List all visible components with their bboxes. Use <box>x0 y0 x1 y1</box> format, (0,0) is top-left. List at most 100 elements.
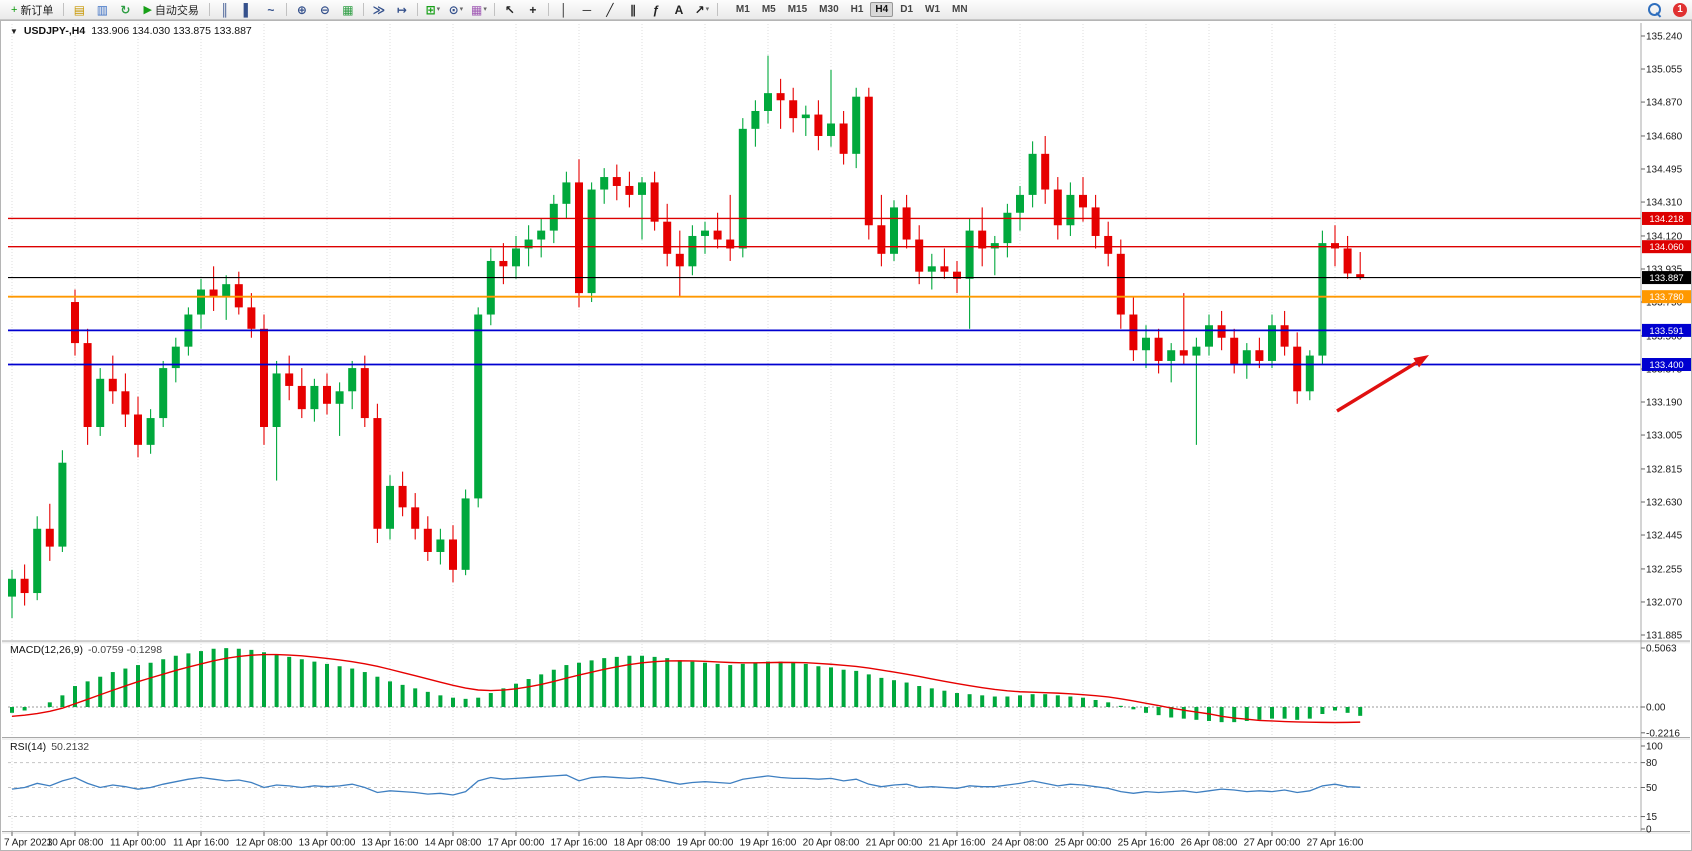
new-order-button[interactable]: + 新订单 <box>5 0 59 19</box>
price-axis[interactable]: 135.240 135.055 134.870 134.680 134.495 134.3… <box>1641 32 1683 642</box>
fibonacci-icon[interactable]: ƒ <box>645 0 667 19</box>
svg-text:17 Apr 16:00: 17 Apr 16:00 <box>551 838 608 849</box>
line-chart-icon[interactable]: ~ <box>260 0 282 19</box>
new-order-icon: + <box>11 3 18 16</box>
svg-text:133.591: 133.591 <box>1649 326 1683 337</box>
search-icon[interactable] <box>1643 0 1665 19</box>
svg-text:15: 15 <box>1646 812 1658 823</box>
notification-badge[interactable]: 1 <box>1673 2 1687 17</box>
timeframe-m30[interactable]: M30 <box>819 4 839 15</box>
toolbar-separator <box>416 3 418 16</box>
refresh-icon-glyph: ↻ <box>120 2 131 17</box>
zoom-out-icon[interactable]: ⊖ <box>314 0 336 19</box>
timeframe-m15[interactable]: M15 <box>787 4 808 15</box>
candlestick-chart-icon[interactable]: ▌ <box>237 0 259 19</box>
svg-text:18 Apr 08:00: 18 Apr 08:00 <box>614 838 671 849</box>
horizontal-line-icon[interactable]: ─ <box>576 0 598 19</box>
line-chart-icon-glyph: ~ <box>267 2 275 17</box>
auto-scroll-icon[interactable]: ≫ <box>368 0 390 19</box>
macd-values: -0.0759 -0.1298 <box>87 644 163 656</box>
auto-scroll-icon-glyph: ≫ <box>372 2 386 17</box>
svg-text:11 Apr 00:00: 11 Apr 00:00 <box>110 838 166 849</box>
vertical-line-icon-glyph: │ <box>560 2 568 17</box>
svg-text:11 Apr 16:00: 11 Apr 16:00 <box>173 838 229 849</box>
cursor-icon[interactable]: ↖ <box>499 0 521 19</box>
new-order-button-label: 新订单 <box>20 4 54 17</box>
candlesticks <box>8 55 1365 619</box>
horizontal-lines[interactable] <box>8 217 1641 366</box>
timeframe-h1[interactable]: H1 <box>850 4 864 15</box>
timeframe-mn[interactable]: MN <box>952 4 968 15</box>
svg-text:14 Apr 08:00: 14 Apr 08:00 <box>425 838 482 849</box>
rsi-indicator-label: RSI(14) 50.2132 <box>10 741 89 753</box>
collapse-icon[interactable]: ▼ <box>10 26 18 36</box>
svg-text:135.240: 135.240 <box>1646 32 1683 43</box>
symbol-label: USDJPY-,H4 <box>23 25 86 37</box>
svg-text:132.815: 132.815 <box>1646 464 1683 475</box>
templates-icon: ▦ <box>470 2 483 17</box>
trendline-icon-glyph: ╱ <box>606 2 614 17</box>
crosshair-icon[interactable]: + <box>522 0 544 19</box>
toolbar-separator <box>362 3 364 16</box>
rsi-name: RSI(14) <box>10 741 47 753</box>
svg-text:133.005: 133.005 <box>1646 431 1683 442</box>
svg-text:100: 100 <box>1646 742 1663 753</box>
timeframe-m1[interactable]: M1 <box>735 4 750 15</box>
svg-text:20 Apr 08:00: 20 Apr 08:00 <box>803 838 860 849</box>
arrows-tool-icon[interactable]: ↗ ▾ <box>691 0 713 19</box>
fibonacci-icon-glyph: ƒ <box>652 2 660 17</box>
auto-trading-button[interactable]: ▶ 自动交易 <box>137 0 204 19</box>
charts-icon[interactable]: ▥ <box>91 0 113 19</box>
chart-shift-icon-glyph: ↦ <box>396 2 407 17</box>
svg-text:132.070: 132.070 <box>1646 597 1683 608</box>
periods-button[interactable]: ⊙ ▾ <box>445 0 467 19</box>
auto-trading-button-label: 自动交易 <box>154 4 199 17</box>
timeframe-w1[interactable]: W1 <box>925 4 941 15</box>
trend-arrow[interactable] <box>1336 355 1429 413</box>
zoom-in-icon[interactable]: ⊕ <box>291 0 313 19</box>
equidistant-channel-icon[interactable]: ∥ <box>622 0 644 19</box>
svg-text:132.445: 132.445 <box>1646 531 1683 542</box>
profiles-icon[interactable]: ▤ <box>68 0 90 19</box>
svg-text:133.190: 133.190 <box>1646 398 1683 409</box>
auto-trading-icon: ▶ <box>143 4 152 16</box>
bar-chart-icon[interactable]: ║ <box>214 0 236 19</box>
toolbar-separator <box>716 3 718 16</box>
macd-name: MACD(12,26,9) <box>10 644 83 656</box>
svg-text:133.887: 133.887 <box>1649 273 1683 284</box>
toolbar-separator <box>285 3 287 16</box>
refresh-icon[interactable]: ↻ <box>114 0 136 19</box>
crosshair-icon-glyph: + <box>529 2 537 17</box>
svg-text:-0.2216: -0.2216 <box>1646 728 1680 739</box>
svg-text:50: 50 <box>1646 783 1658 794</box>
indicators-button[interactable]: ⊞ ▾ <box>422 0 444 19</box>
svg-text:27 Apr 16:00: 27 Apr 16:00 <box>1307 838 1364 849</box>
timeframe-m5[interactable]: M5 <box>761 4 776 15</box>
chevron-down-icon: ▾ <box>459 6 464 13</box>
rsi-axis: 100 80 50 15 0 <box>1641 742 1663 836</box>
chart-canvas[interactable]: 135.240 135.055 134.870 134.680 134.495 134.3… <box>0 20 1692 851</box>
vertical-line-icon[interactable]: │ <box>553 0 575 19</box>
toolbar-separator <box>493 3 495 16</box>
svg-text:134.060: 134.060 <box>1649 242 1683 253</box>
text-icon-glyph: A <box>674 2 684 17</box>
text-icon[interactable]: A <box>668 0 690 19</box>
svg-text:13 Apr 16:00: 13 Apr 16:00 <box>362 838 419 849</box>
equidistant-channel-icon-glyph: ∥ <box>629 2 636 17</box>
horizontal-line-icon-glyph: ─ <box>582 2 592 17</box>
tile-windows-icon-glyph: ▦ <box>342 2 354 17</box>
chart-shift-icon[interactable]: ↦ <box>391 0 413 19</box>
svg-text:80: 80 <box>1646 758 1658 769</box>
timeframe-d1[interactable]: D1 <box>900 4 914 15</box>
periods-icon: ⊙ <box>448 2 459 17</box>
templates-button[interactable]: ▦ ▾ <box>468 0 490 19</box>
trendline-icon[interactable]: ╱ <box>599 0 621 19</box>
tile-windows-icon[interactable]: ▦ <box>337 0 359 19</box>
timeframe-buttons: M1 M5 M15 M30 H1 H4 D1 W1 MN <box>731 2 973 17</box>
timeframe-h4[interactable]: H4 <box>870 2 894 17</box>
arrows-tool-icon-glyph: ↗ <box>694 2 705 17</box>
svg-text:0.5063: 0.5063 <box>1646 644 1677 655</box>
svg-text:21 Apr 16:00: 21 Apr 16:00 <box>929 838 986 849</box>
toolbar-separator <box>63 3 65 16</box>
